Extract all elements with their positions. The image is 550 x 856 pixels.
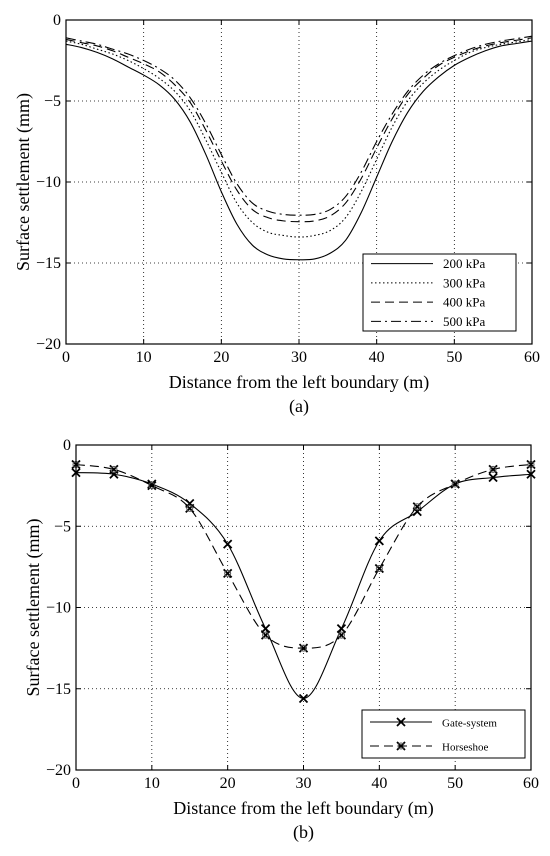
marker-ring <box>489 465 497 473</box>
y-tick-label: −20 <box>36 336 61 353</box>
y-tick-label: −5 <box>54 518 71 535</box>
marker-stroke <box>374 536 384 546</box>
data-point-marker <box>109 464 119 475</box>
series-line-500-kpa <box>65 35 533 216</box>
series-line-400-kpa <box>65 37 533 223</box>
y-tick-label: −20 <box>46 762 71 779</box>
x-axis-title: Distance from the left boundary (m) <box>169 372 429 393</box>
data-point-marker <box>374 563 384 574</box>
legend-label: Horseshoe <box>442 742 489 754</box>
x-tick-label: 20 <box>213 349 229 366</box>
x-tick-label: 60 <box>524 349 540 366</box>
marker-stroke <box>488 472 498 483</box>
data-point-marker <box>223 568 233 579</box>
marker-stroke <box>412 502 422 512</box>
marker-stroke <box>223 568 233 579</box>
legend-marker <box>396 717 406 727</box>
legend: Gate-system Horseshoe <box>361 709 526 759</box>
y-tick-label: −10 <box>46 600 71 617</box>
data-point-marker <box>298 643 309 653</box>
legend-label: 400 kPa <box>443 295 485 310</box>
panel-caption: (b) <box>293 822 314 843</box>
y-tick-label: −10 <box>36 174 61 191</box>
legend-box <box>361 709 526 759</box>
marker-stroke <box>488 464 498 475</box>
marker-ring <box>262 631 270 639</box>
legend-label: 300 kPa <box>443 275 485 290</box>
panel-b-gate-vs-horseshoe: 0 10 20 30 40 50 60 0 −5 −10 −15 −20 Distance from t… <box>23 437 539 843</box>
data-point-marker <box>450 479 460 489</box>
marker-ring <box>148 482 156 490</box>
x-tick-label: 40 <box>371 775 387 792</box>
legend-marker-ring <box>397 742 405 750</box>
y-tick-label: 0 <box>63 437 71 454</box>
series-line-200-kpa <box>65 40 533 261</box>
marker-ring <box>186 504 194 512</box>
legend: 200 kPa 300 kPa 400 kPa 500 kPa <box>362 253 517 332</box>
x-tick-label: 0 <box>72 775 80 792</box>
x-tick-label: 30 <box>291 349 307 366</box>
data-point-marker <box>298 693 309 704</box>
panel-a-settlement-vs-pressure: 0 10 20 30 40 50 60 0 −5 −10 −15 −20 Distance from t… <box>13 12 540 417</box>
x-tick-label: 10 <box>136 349 152 366</box>
marker-ring <box>337 631 345 639</box>
marker-ring <box>375 565 383 572</box>
marker-stroke <box>336 630 347 640</box>
data-point-marker <box>488 464 498 475</box>
data-point-marker <box>336 630 347 640</box>
marker-stroke <box>298 693 309 704</box>
legend-marker <box>396 741 406 751</box>
x-tick-label: 10 <box>144 775 160 792</box>
data-point-marker <box>223 539 233 549</box>
y-axis-title: Surface settlement (mm) <box>13 93 34 271</box>
marker-stroke <box>450 479 460 489</box>
y-tick-label: −15 <box>36 255 61 272</box>
x-axis-title: Distance from the left boundary (m) <box>173 798 433 819</box>
x-tick-label: 0 <box>62 349 70 366</box>
y-tick-label: 0 <box>53 12 61 29</box>
series-line-horseshoe <box>75 463 532 649</box>
data-point-marker <box>488 472 498 483</box>
marker-stroke <box>185 503 195 514</box>
data-point-marker <box>412 502 422 512</box>
data-point-marker <box>185 503 195 514</box>
marker-stroke <box>223 539 233 549</box>
x-tick-label: 50 <box>447 775 463 792</box>
marker-ring <box>300 644 307 652</box>
panel-caption: (a) <box>289 396 309 417</box>
marker-stroke <box>374 563 384 574</box>
marker-ring <box>413 503 421 511</box>
data-point-marker <box>147 480 157 491</box>
legend-label: 500 kPa <box>443 314 485 329</box>
x-tick-label: 50 <box>446 349 462 366</box>
marker-stroke <box>109 464 119 475</box>
marker-ring <box>224 569 232 577</box>
x-tick-label: 30 <box>296 775 312 792</box>
x-tick-label: 20 <box>220 775 236 792</box>
marker-ring <box>110 465 118 473</box>
marker-stroke <box>298 643 309 653</box>
marker-stroke <box>147 480 157 491</box>
x-tick-label: 60 <box>523 775 539 792</box>
legend-label: 200 kPa <box>443 256 485 271</box>
marker-stroke <box>260 630 271 640</box>
data-point-marker <box>374 536 384 546</box>
marker-ring <box>451 480 459 488</box>
series-line-300-kpa <box>65 38 533 238</box>
legend-box <box>362 253 517 332</box>
y-tick-label: −5 <box>44 93 61 110</box>
x-tick-label: 40 <box>369 349 385 366</box>
legend-label: Gate-system <box>442 718 497 730</box>
y-axis-title: Surface settlement (mm) <box>23 519 44 697</box>
y-tick-label: −15 <box>46 681 71 698</box>
data-point-marker <box>260 630 271 640</box>
